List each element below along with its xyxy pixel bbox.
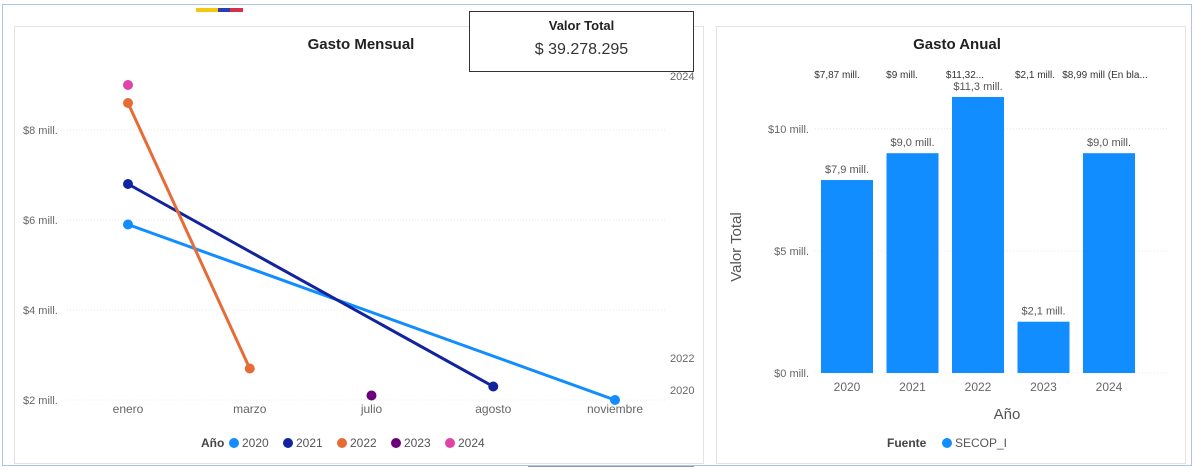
accent-bar-red [230, 8, 243, 12]
x-axis-label: Año [994, 406, 1021, 423]
x-tick-label: noviembre [587, 402, 643, 416]
bar-2021[interactable] [886, 153, 939, 373]
card-title: Valor Total [548, 18, 615, 33]
x-tick-label: julio [360, 402, 383, 416]
annual-bar-chart: Gasto Anual $10 mill. $5 mill. $0 mill. $7… [728, 36, 1167, 450]
side-label-2024: 2024 [670, 71, 694, 83]
y-tick-label: $10 mill. [768, 124, 809, 136]
bar-2020[interactable] [821, 180, 873, 373]
legend-title: Fuente [887, 436, 927, 450]
series-line-2022 [126, 102, 252, 370]
top-summary-label: $9 mill. [886, 70, 918, 81]
data-point-2020[interactable] [123, 219, 133, 230]
y-tick-labels: $10 mill. $5 mill. $0 mill. [768, 124, 809, 380]
monthly-chart-panel[interactable]: Gasto Mensual $8 mill. $6 mill. $4 mill. $2… [14, 26, 704, 464]
data-point-2022[interactable] [244, 363, 255, 374]
side-label-2020: 2020 [670, 385, 694, 397]
chart-title: Gasto Anual [913, 36, 1001, 53]
bar-2023[interactable] [1017, 321, 1070, 373]
legend-label-2024[interactable]: 2024 [458, 436, 485, 450]
side-label-2022: 2022 [670, 353, 694, 365]
side-year-labels: 2024 2022 2020 [670, 71, 694, 397]
series-line-2021 [127, 182, 494, 388]
accent-bar-yellow [196, 8, 218, 12]
legend-marker-2021 [283, 438, 293, 448]
y-tick-label: $6 mill. [23, 215, 58, 227]
y-axis-label: Valor Total [728, 212, 745, 282]
top-summary-label: $2,1 mill. [1015, 70, 1055, 81]
data-point-2020[interactable] [610, 395, 620, 405]
card-value: $ 39.278.295 [534, 41, 629, 58]
legend-marker-2020 [229, 438, 239, 448]
x-tick-label: 2024 [1096, 380, 1123, 394]
legend-marker-2023 [391, 438, 401, 448]
legend: Año 2020 2021 2022 2023 2024 [201, 436, 485, 450]
x-tick-label: marzo [233, 402, 267, 416]
y-tick-label: $8 mill. [23, 125, 58, 137]
top-summary-label: $11,32... [946, 70, 984, 81]
chart-title: Gasto Mensual [308, 36, 415, 53]
bar-2022[interactable] [952, 97, 1004, 373]
total-value-card[interactable]: Valor Total $ 39.278.295 [469, 11, 694, 72]
legend-marker-secop [942, 438, 952, 448]
series-lines [126, 102, 616, 402]
y-tick-label: $4 mill. [23, 305, 58, 317]
data-point-2024[interactable] [123, 80, 133, 90]
data-point-2021[interactable] [488, 381, 499, 392]
data-point-2023[interactable] [366, 390, 377, 401]
bar-2024[interactable] [1083, 153, 1135, 373]
x-tick-labels: 2020 2021 2022 2023 2024 [834, 380, 1123, 394]
y-tick-label: $2 mill. [23, 395, 58, 407]
annual-chart-panel[interactable]: Gasto Anual $10 mill. $5 mill. $0 mill. $7… [716, 26, 1186, 464]
legend-label-2020[interactable]: 2020 [242, 436, 269, 450]
top-summary-label: $8,99 mill (En bla... [1062, 70, 1148, 81]
y-tick-labels: $8 mill. $6 mill. $4 mill. $2 mill. [23, 125, 58, 407]
bar-data-label: $7,9 mill. [825, 164, 869, 176]
top-summary-label: $7,87 mill. [814, 70, 860, 81]
top-summary-labels: $7,87 mill. $9 mill. $11,32... $2,1 mill. $8… [814, 70, 1148, 81]
bar-data-label: $11,3 mill. [953, 81, 1002, 93]
x-tick-label: 2022 [965, 380, 992, 394]
x-tick-label: agosto [475, 402, 511, 416]
legend-marker-2022 [337, 438, 347, 448]
monthly-line-chart: Gasto Mensual $8 mill. $6 mill. $4 mill. $2… [23, 36, 665, 450]
bar-data-label: $9,0 mill. [1087, 137, 1131, 149]
accent-bar-blue [218, 8, 230, 12]
bar-data-label: $2,1 mill. [1021, 306, 1065, 318]
bars [821, 97, 1135, 373]
y-gridlines [67, 129, 665, 401]
data-point-2022[interactable] [123, 98, 133, 108]
x-tick-label: enero [113, 402, 144, 416]
divider [528, 466, 694, 467]
legend-label-2023[interactable]: 2023 [404, 436, 431, 450]
y-tick-label: $5 mill. [774, 246, 809, 258]
data-point-2021[interactable] [123, 179, 133, 189]
x-tick-label: 2020 [834, 380, 861, 394]
legend-title: Año [201, 436, 224, 450]
legend-label-2021[interactable]: 2021 [296, 436, 323, 450]
legend-label-2022[interactable]: 2022 [350, 436, 377, 450]
x-tick-label: 2023 [1030, 380, 1057, 394]
legend-marker-2024 [445, 438, 455, 448]
series-points [123, 80, 620, 405]
legend-label-secop[interactable]: SECOP_I [955, 436, 1007, 450]
legend: Fuente SECOP_I [887, 436, 1007, 450]
bar-data-label: $9,0 mill. [890, 137, 934, 149]
series-line-2020 [127, 223, 616, 402]
x-tick-label: 2021 [899, 380, 926, 394]
report-frame [2, 4, 1192, 466]
bar-data-labels: $7,9 mill. $9,0 mill. $11,3 mill. $2,1 mill… [825, 81, 1131, 318]
x-tick-labels: enero marzo julio agosto noviembre [113, 402, 644, 416]
y-tick-label: $0 mill. [774, 368, 809, 380]
